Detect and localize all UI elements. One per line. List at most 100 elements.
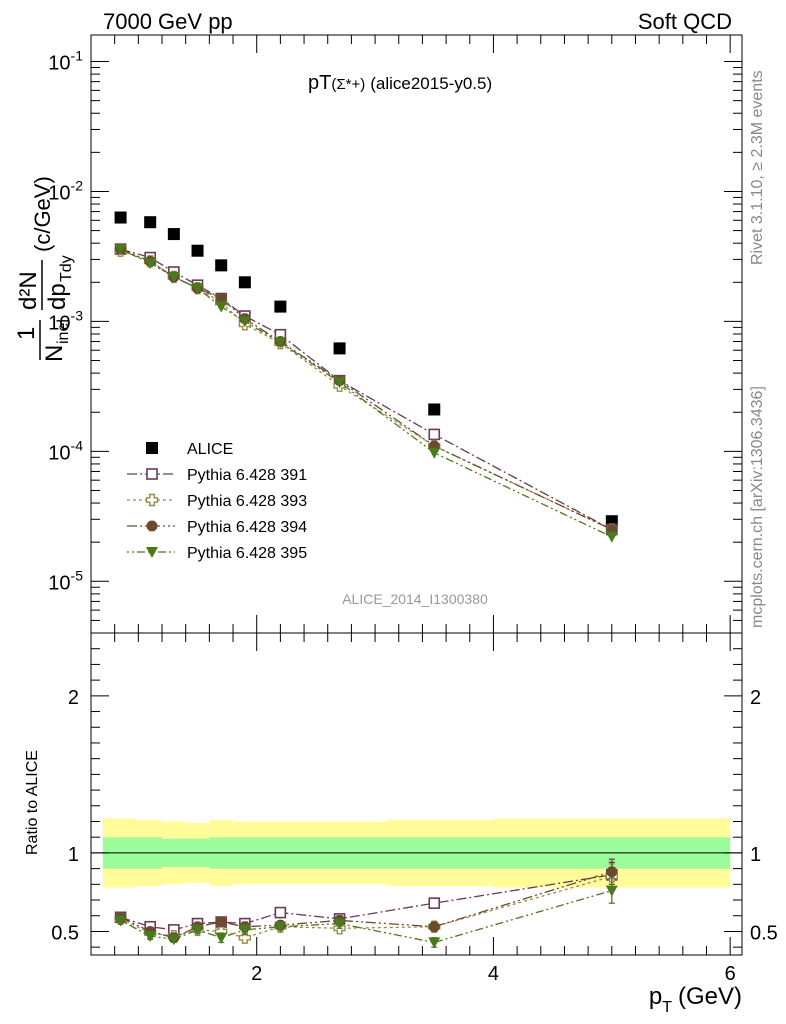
legend-label: Pythia 6.428 391 — [187, 467, 307, 484]
data-point — [238, 316, 251, 328]
y-tick-label-exponent: -3 — [71, 307, 84, 323]
legend: ALICE Pythia 6.428 391 Pythia 6.428 393 Pyt… — [127, 441, 307, 562]
x-axis-label-p: p — [649, 983, 662, 1010]
ylabel-unit: (c/GeV) — [30, 176, 55, 252]
y-tick-label-exponent: -2 — [71, 177, 84, 193]
collision-label: 7000 GeV pp — [103, 9, 233, 34]
ratio-data-point — [215, 916, 227, 928]
ylabel-tdy: Tdy — [58, 255, 75, 282]
ratio-panel-frame — [90, 632, 743, 956]
ratio-axis-ticks: 0.5 0.5 1 1 2 2 2 4 6 — [51, 633, 778, 985]
ylabel-norm: N — [41, 345, 68, 362]
ratio-series-pythia-6-428-395 — [114, 877, 618, 949]
data-point — [428, 428, 441, 441]
ratio-data-point — [274, 906, 287, 919]
ratio-data-point — [144, 931, 157, 943]
ylabel-inel: inel — [55, 319, 72, 344]
data-point — [215, 259, 228, 272]
legend-label: ALICE — [187, 441, 233, 458]
x-tick-label: 6 — [725, 963, 736, 985]
data-point — [144, 258, 157, 270]
ratio-data-point — [333, 918, 346, 930]
ratio-data-point — [215, 932, 228, 944]
y-tick-label: 10-4 — [48, 437, 83, 464]
x-axis-label: pT (GeV) — [649, 983, 742, 1016]
data-point — [191, 244, 204, 257]
data-point — [333, 342, 346, 355]
y-tick-label-exponent: -4 — [71, 437, 84, 453]
data-point — [114, 211, 127, 224]
ratio-y-tick-label-right: 0.5 — [750, 922, 778, 944]
plot-title: pT(Σ*+) (alice2015-y0.5) — [308, 72, 492, 94]
x-axis-label-sub: T — [662, 999, 672, 1016]
legend-label: Pythia 6.428 395 — [187, 545, 307, 562]
data-point — [274, 337, 287, 349]
legend-marker — [146, 547, 158, 558]
ylabel-one: 1 — [13, 327, 40, 340]
ratio-y-tick-label: 1 — [68, 844, 79, 866]
ratio-series-line — [120, 875, 612, 939]
ylabel-d2n: d²N — [15, 271, 42, 310]
main-y-axis-label: 1 N inel d²N dp Tdy (c/GeV) — [13, 176, 75, 362]
x-tick-label: 2 — [251, 963, 262, 985]
data-point — [215, 293, 227, 305]
series-line — [120, 248, 613, 538]
main-panel-frame — [90, 34, 743, 634]
ratio-y-axis-label: Ratio to ALICE — [24, 750, 41, 855]
ratio-y-tick-label-right: 2 — [750, 687, 761, 709]
ratio-y-tick-label: 2 — [68, 687, 79, 709]
series-alice — [114, 211, 618, 528]
ratio-series-layer — [114, 858, 618, 949]
plot-title-suffix: (alice2015-y0.5) — [370, 74, 492, 93]
y-tick-label-exponent: -1 — [71, 48, 84, 64]
ratio-data-point — [167, 934, 180, 946]
main-series-layer — [114, 211, 618, 543]
legend-label: Pythia 6.428 393 — [187, 493, 307, 510]
svg-text:1: 1 — [13, 327, 40, 340]
ratio-data-point — [274, 921, 287, 933]
legend-label: Pythia 6.428 394 — [187, 519, 307, 536]
legend-marker — [146, 520, 158, 532]
data-point — [114, 244, 127, 256]
data-point — [215, 301, 228, 313]
y-tick-label: 10-1 — [48, 48, 83, 75]
data-point — [167, 228, 180, 241]
ratio-data-point — [114, 915, 127, 927]
ratio-y-tick-label: 0.5 — [51, 922, 79, 944]
series-line — [120, 248, 613, 531]
ratio-data-point — [428, 921, 440, 933]
ratio-data-point — [238, 931, 252, 944]
data-point — [428, 403, 441, 416]
ratio-series-line — [120, 874, 612, 931]
ratio-uncertainty-bands — [91, 818, 742, 888]
ylabel-dp: dp — [44, 283, 71, 310]
data-point — [238, 276, 251, 289]
series-pythia-6-428-395 — [114, 244, 618, 543]
main-axis-ticks: 10-510-410-310-210-1 — [48, 35, 742, 634]
ratio-y-tick-label-right: 1 — [750, 844, 761, 866]
data-point — [333, 377, 346, 389]
y-tick-label-exponent: -5 — [71, 567, 84, 583]
x-tick-label: 4 — [488, 963, 499, 985]
data-point — [144, 216, 157, 229]
category-label: Soft QCD — [638, 9, 732, 34]
legend-marker — [146, 442, 158, 454]
rivet-label: Rivet 3.1.10, ≥ 2.3M events — [749, 70, 766, 265]
series-pythia-6-428-391 — [114, 243, 618, 536]
mcplots-label: mcplots.cern.ch [arXiv:1306.3436] — [749, 386, 766, 628]
ratio-data-point — [605, 885, 618, 897]
plot-title-prefix: pT — [308, 72, 331, 94]
plot-title-particle: (Σ*+) — [331, 76, 365, 93]
ratio-data-point — [428, 937, 441, 949]
data-point — [191, 283, 204, 295]
data-point — [167, 271, 180, 283]
data-point — [605, 531, 618, 543]
ratio-data-point — [191, 924, 204, 936]
x-axis-label-unit: (GeV) — [678, 983, 742, 1010]
y-tick-label: 10-5 — [48, 567, 83, 594]
data-point — [274, 300, 287, 313]
ratio-data-point — [238, 924, 251, 936]
analysis-watermark: ALICE_2014_I1300380 — [342, 591, 488, 607]
ratio-series-line — [120, 889, 612, 944]
